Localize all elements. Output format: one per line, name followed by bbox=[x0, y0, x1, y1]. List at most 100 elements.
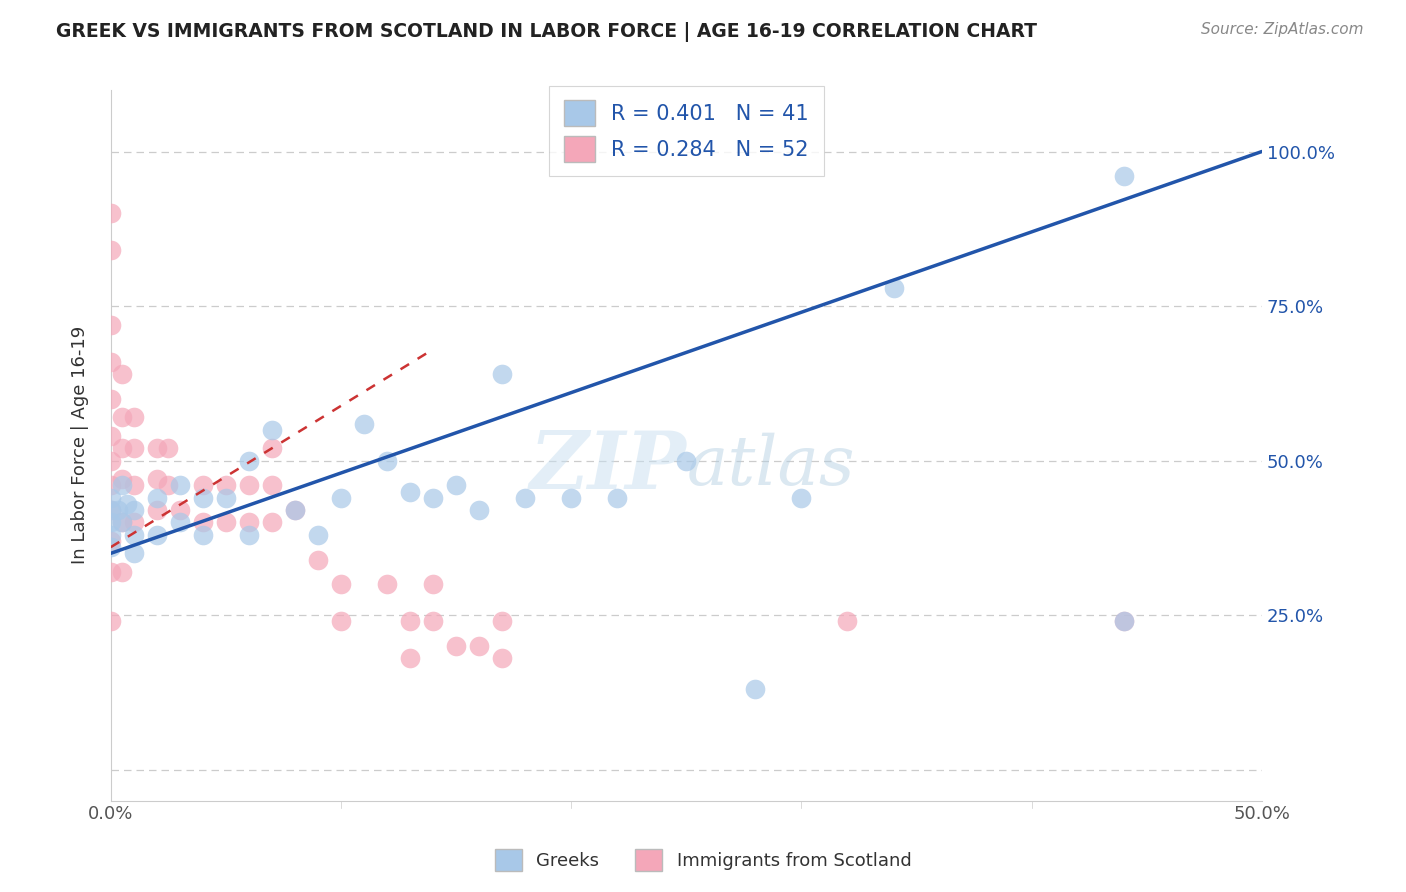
Point bbox=[675, 453, 697, 467]
Point bbox=[146, 491, 169, 505]
Point bbox=[491, 615, 513, 629]
Point bbox=[100, 533, 122, 548]
Text: ZIP: ZIP bbox=[530, 428, 686, 505]
Point bbox=[444, 478, 467, 492]
Point bbox=[111, 565, 134, 579]
Point bbox=[107, 503, 129, 517]
Point bbox=[238, 453, 260, 467]
Point bbox=[375, 453, 398, 467]
Point bbox=[100, 491, 122, 505]
Point bbox=[191, 516, 214, 530]
Point bbox=[560, 491, 582, 505]
Point bbox=[146, 528, 169, 542]
Point bbox=[468, 639, 491, 653]
Point bbox=[100, 503, 122, 517]
Point bbox=[122, 516, 145, 530]
Point bbox=[122, 528, 145, 542]
Point bbox=[260, 478, 283, 492]
Point bbox=[111, 410, 134, 425]
Point bbox=[284, 503, 307, 517]
Point bbox=[169, 478, 191, 492]
Point bbox=[100, 503, 122, 517]
Point bbox=[399, 484, 422, 499]
Point bbox=[238, 478, 260, 492]
Point bbox=[111, 472, 134, 486]
Point bbox=[191, 491, 214, 505]
Point bbox=[100, 429, 122, 443]
Point bbox=[100, 516, 122, 530]
Point bbox=[399, 651, 422, 665]
Point bbox=[122, 410, 145, 425]
Point bbox=[111, 516, 134, 530]
Point bbox=[491, 651, 513, 665]
Point bbox=[111, 442, 134, 456]
Point bbox=[191, 478, 214, 492]
Point bbox=[146, 503, 169, 517]
Point bbox=[491, 367, 513, 381]
Legend: Greeks, Immigrants from Scotland: Greeks, Immigrants from Scotland bbox=[488, 842, 918, 879]
Point bbox=[260, 516, 283, 530]
Point bbox=[146, 442, 169, 456]
Point bbox=[606, 491, 628, 505]
Point bbox=[883, 280, 905, 294]
Point bbox=[122, 442, 145, 456]
Point bbox=[191, 528, 214, 542]
Point bbox=[100, 206, 122, 220]
Point bbox=[375, 577, 398, 591]
Point bbox=[157, 478, 180, 492]
Y-axis label: In Labor Force | Age 16-19: In Labor Force | Age 16-19 bbox=[72, 326, 89, 565]
Point bbox=[215, 478, 238, 492]
Point bbox=[100, 453, 122, 467]
Point bbox=[238, 516, 260, 530]
Point bbox=[399, 615, 422, 629]
Point bbox=[100, 478, 122, 492]
Point bbox=[122, 546, 145, 560]
Point bbox=[238, 528, 260, 542]
Text: Source: ZipAtlas.com: Source: ZipAtlas.com bbox=[1201, 22, 1364, 37]
Point bbox=[744, 682, 766, 697]
Point bbox=[353, 417, 375, 431]
Point bbox=[1112, 169, 1135, 184]
Point bbox=[146, 472, 169, 486]
Point bbox=[422, 615, 444, 629]
Point bbox=[100, 318, 122, 332]
Point bbox=[837, 615, 859, 629]
Point bbox=[111, 516, 134, 530]
Point bbox=[468, 503, 491, 517]
Point bbox=[260, 442, 283, 456]
Point bbox=[422, 491, 444, 505]
Point bbox=[100, 392, 122, 406]
Point bbox=[1112, 615, 1135, 629]
Point bbox=[307, 528, 329, 542]
Point bbox=[122, 478, 145, 492]
Point bbox=[330, 577, 353, 591]
Point bbox=[515, 491, 537, 505]
Point bbox=[330, 615, 353, 629]
Point bbox=[122, 503, 145, 517]
Text: atlas: atlas bbox=[686, 433, 855, 500]
Point bbox=[790, 491, 813, 505]
Point bbox=[215, 516, 238, 530]
Point bbox=[100, 354, 122, 368]
Point bbox=[284, 503, 307, 517]
Point bbox=[115, 497, 138, 511]
Point bbox=[444, 639, 467, 653]
Point bbox=[100, 528, 122, 542]
Point bbox=[100, 565, 122, 579]
Point bbox=[100, 244, 122, 258]
Point bbox=[100, 615, 122, 629]
Point bbox=[307, 552, 329, 566]
Text: GREEK VS IMMIGRANTS FROM SCOTLAND IN LABOR FORCE | AGE 16-19 CORRELATION CHART: GREEK VS IMMIGRANTS FROM SCOTLAND IN LAB… bbox=[56, 22, 1038, 42]
Point bbox=[330, 491, 353, 505]
Point bbox=[215, 491, 238, 505]
Point bbox=[157, 442, 180, 456]
Point bbox=[169, 503, 191, 517]
Point bbox=[260, 423, 283, 437]
Point bbox=[422, 577, 444, 591]
Point bbox=[169, 516, 191, 530]
Point bbox=[111, 367, 134, 381]
Point bbox=[1112, 615, 1135, 629]
Point bbox=[100, 540, 122, 554]
Point bbox=[111, 478, 134, 492]
Legend: R = 0.401   N = 41, R = 0.284   N = 52: R = 0.401 N = 41, R = 0.284 N = 52 bbox=[548, 86, 824, 177]
